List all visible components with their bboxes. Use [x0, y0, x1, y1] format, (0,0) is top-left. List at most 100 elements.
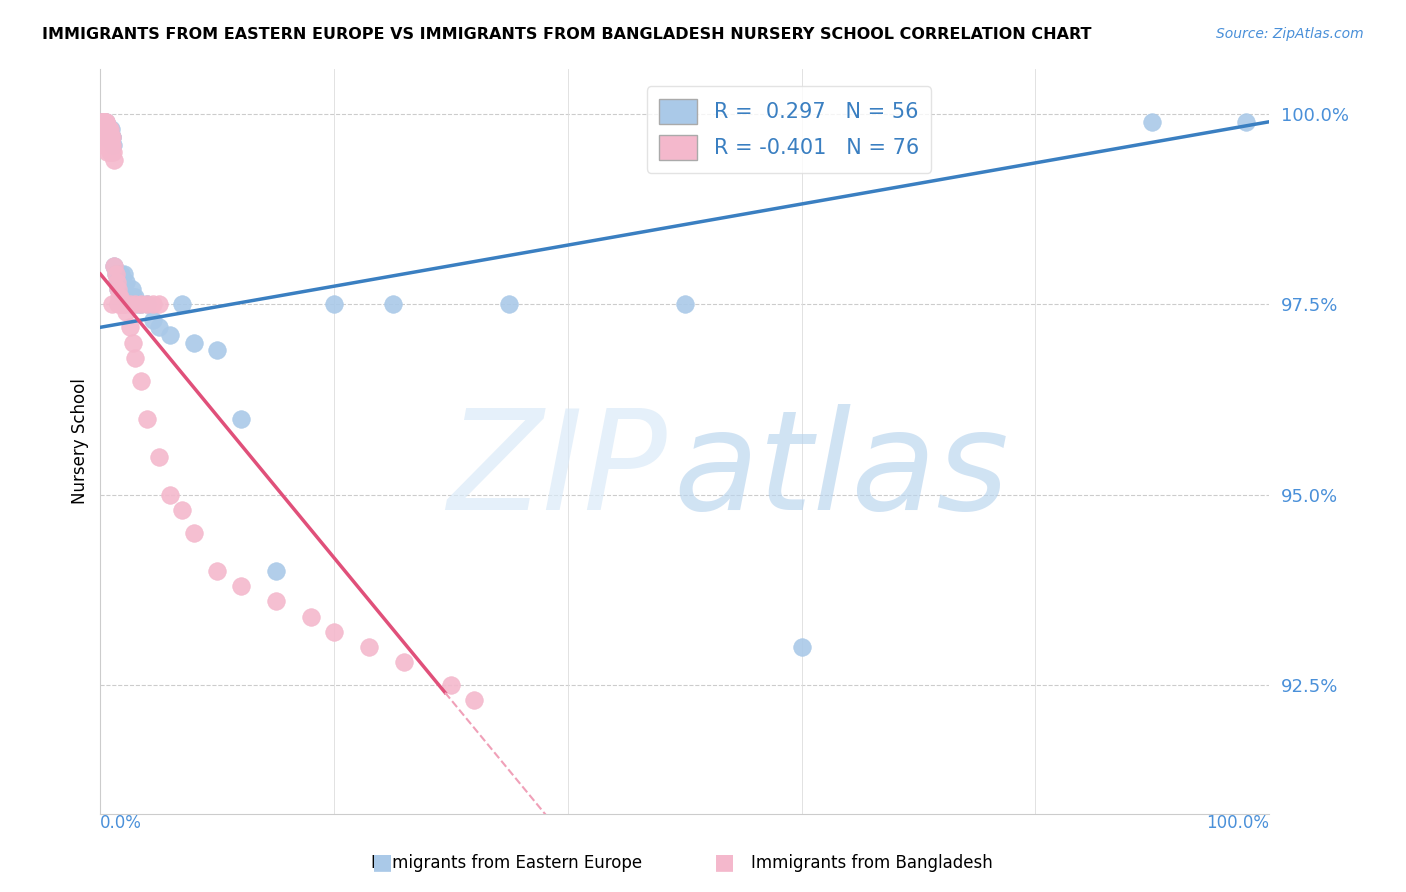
- Text: Immigrants from Eastern Europe: Immigrants from Eastern Europe: [371, 855, 641, 872]
- Point: [498, 297, 520, 311]
- Point: [136, 411, 159, 425]
- Point: [96, 122, 118, 136]
- Point: [91, 115, 114, 129]
- Point: [108, 290, 131, 304]
- Point: [183, 335, 205, 350]
- Point: [323, 297, 346, 311]
- Point: [148, 297, 170, 311]
- Point: [124, 351, 146, 365]
- Point: [91, 130, 114, 145]
- Point: [107, 282, 129, 296]
- Point: [98, 145, 121, 160]
- Point: [96, 122, 118, 136]
- Point: [205, 343, 228, 358]
- Point: [122, 290, 145, 304]
- Point: [110, 290, 132, 304]
- Point: [105, 275, 128, 289]
- Point: [229, 411, 252, 425]
- Point: [93, 137, 115, 152]
- Point: [142, 297, 165, 311]
- Point: [115, 305, 138, 319]
- Point: [96, 115, 118, 129]
- Point: [98, 130, 121, 145]
- Point: [110, 267, 132, 281]
- Point: [94, 115, 117, 129]
- Point: [121, 282, 143, 296]
- Point: [96, 122, 118, 136]
- Point: [381, 297, 404, 311]
- Point: [129, 297, 152, 311]
- Point: [97, 130, 120, 145]
- Point: [159, 488, 181, 502]
- Point: [359, 640, 381, 654]
- Point: [90, 115, 112, 129]
- Point: [96, 145, 118, 160]
- Point: [100, 137, 122, 152]
- Point: [93, 122, 115, 136]
- Point: [91, 115, 114, 129]
- Point: [96, 130, 118, 145]
- Point: [136, 297, 159, 311]
- Point: [97, 130, 120, 145]
- Point: [129, 374, 152, 388]
- Point: [108, 275, 131, 289]
- Text: Source: ZipAtlas.com: Source: ZipAtlas.com: [1216, 27, 1364, 41]
- Point: [103, 153, 125, 167]
- Point: [90, 115, 112, 129]
- Point: [100, 122, 122, 136]
- Point: [98, 122, 121, 136]
- Point: [97, 122, 120, 136]
- Legend: R =  0.297   N = 56, R = -0.401   N = 76: R = 0.297 N = 56, R = -0.401 N = 76: [647, 87, 931, 173]
- Point: [94, 130, 117, 145]
- Point: [100, 145, 122, 160]
- Point: [93, 130, 115, 145]
- Point: [100, 130, 122, 145]
- Point: [129, 297, 152, 311]
- Point: [94, 137, 117, 152]
- Point: [440, 678, 463, 692]
- Point: [93, 115, 115, 129]
- Point: [172, 503, 194, 517]
- Point: [91, 122, 114, 136]
- Point: [205, 564, 228, 578]
- Point: [101, 130, 124, 145]
- Point: [112, 297, 135, 311]
- Point: [104, 267, 127, 281]
- Y-axis label: Nursery School: Nursery School: [72, 378, 89, 504]
- Text: 0.0%: 0.0%: [100, 814, 142, 832]
- Point: [172, 297, 194, 311]
- Point: [127, 297, 149, 311]
- Point: [118, 290, 141, 304]
- Point: [229, 579, 252, 593]
- Point: [101, 130, 124, 145]
- Point: [148, 450, 170, 464]
- Point: [264, 594, 287, 608]
- Point: [96, 122, 118, 136]
- Point: [94, 122, 117, 136]
- Point: [91, 115, 114, 129]
- Point: [142, 312, 165, 326]
- Point: [673, 297, 696, 311]
- Point: [101, 130, 124, 145]
- Point: [118, 297, 141, 311]
- Point: [136, 297, 159, 311]
- Point: [98, 130, 121, 145]
- Point: [96, 130, 118, 145]
- Point: [100, 130, 122, 145]
- Point: [112, 267, 135, 281]
- Point: [1234, 115, 1257, 129]
- Point: [103, 145, 125, 160]
- Point: [90, 115, 112, 129]
- Point: [96, 115, 118, 129]
- Point: [97, 137, 120, 152]
- Point: [148, 320, 170, 334]
- Point: [93, 122, 115, 136]
- Point: [103, 260, 125, 274]
- Point: [392, 655, 415, 669]
- Point: [90, 122, 112, 136]
- Point: [112, 297, 135, 311]
- Point: [93, 122, 115, 136]
- Point: [463, 693, 485, 707]
- Point: [96, 122, 118, 136]
- Point: [96, 137, 118, 152]
